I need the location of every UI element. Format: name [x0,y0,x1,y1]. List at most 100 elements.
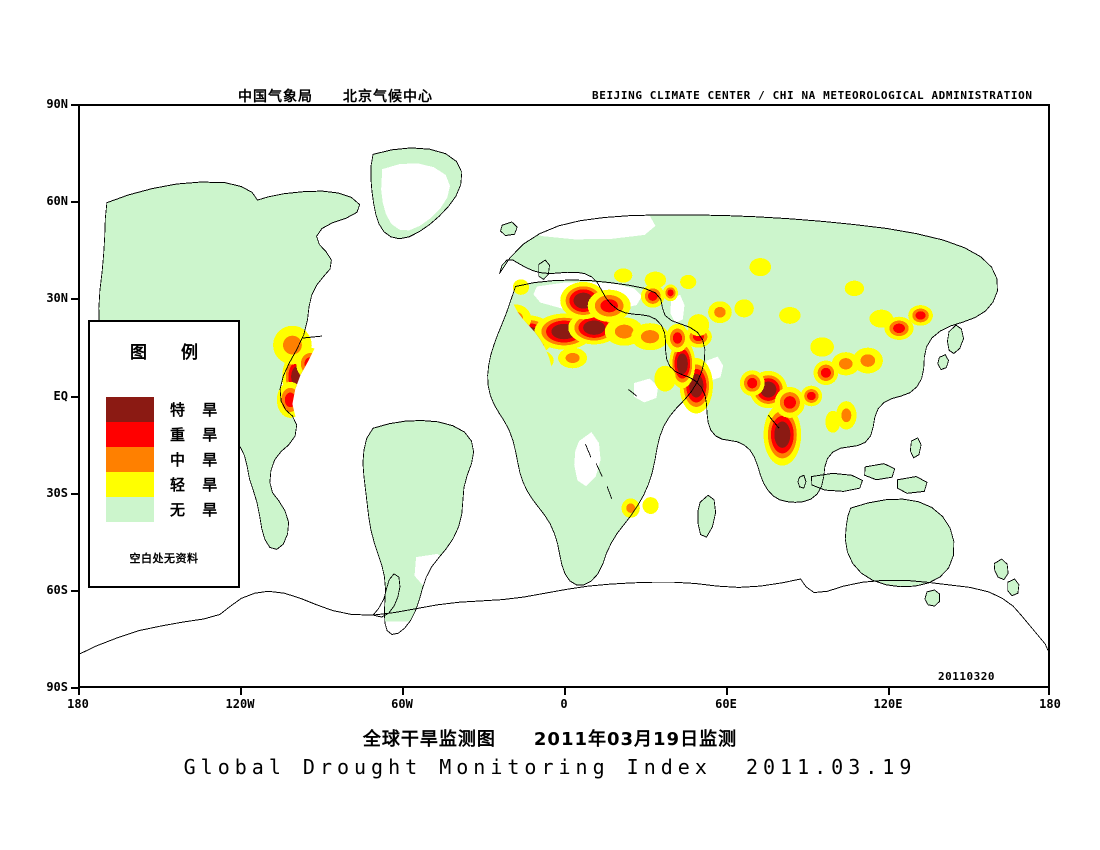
drought-blob-pakistan [739,370,765,396]
chart-title-chinese: 全球干旱监测图 2011年03月19日监测 [362,729,738,750]
x-axis-label-0: 0 [560,697,568,711]
legend-row-mild: 轻 旱 [106,472,226,497]
coastline-british-isles [538,259,550,280]
y-axis-tick-60s [71,590,78,592]
x-axis-tick-180e [1048,688,1050,695]
coastline-japan [947,324,964,355]
coastline-south-america [362,420,475,635]
legend-swatch-none [106,497,154,522]
drought-blob-northeast-china [908,305,933,326]
coastline-indonesia [810,463,928,494]
legend-row-severe: 重 旱 [106,422,226,447]
legend-panel: 图 例 特 旱 重 旱 中 旱 轻 旱 无 旱 空白处无资料 [88,320,240,588]
legend-no-data-note: 空白处无资料 [129,552,199,565]
drought-blob-sahara-libya [587,289,631,322]
y-axis-label-eq: EQ [53,389,68,403]
drought-blob-mongolia-north [844,280,865,297]
world-drought-map[interactable] [80,106,1048,686]
no-data-argentina-south [414,553,448,588]
no-data-layer [80,163,1048,686]
legend-label-none: 无 旱 [170,501,224,519]
y-axis-label-30s: 30S [46,486,68,500]
drought-blob-nigeria [558,347,588,369]
x-axis-label-180e: 180 [1039,697,1061,711]
legend-label-moderate: 中 旱 [170,451,224,469]
no-data-sahara-sudan [633,378,659,403]
drought-blob-egypt [640,284,665,308]
no-data-caspian [670,294,685,324]
x-axis-tick-180w [78,688,80,695]
y-axis-label-90s: 90S [46,680,68,694]
x-axis-tick-120e [888,688,890,695]
x-axis-tick-120w [240,688,242,695]
legend-row-extreme: 特 旱 [106,397,226,422]
no-data-greenland-interior [381,163,450,231]
x-axis-label-60e: 60E [715,697,737,711]
coastline-madagascar [697,494,717,538]
coastline-australia [844,498,955,588]
drought-blob-balkans [614,268,633,283]
coastline-greenland [370,147,463,240]
legend-label-mild: 轻 旱 [170,476,224,494]
legend-row-none: 无 旱 [106,497,226,522]
y-axis-label-60n: 60N [46,194,68,208]
x-axis-label-120e: 120E [873,697,903,711]
coastline-iceland [500,221,518,237]
y-axis-tick-90n [71,104,78,106]
header-organization-english: BEIJING CLIMATE CENTER / CHI NA METEOROL… [592,89,1033,102]
drought-blob-central-china [852,347,883,374]
x-axis-tick-0 [564,688,566,695]
legend-swatch-extreme [106,397,154,422]
no-data-congo-basin [574,432,601,487]
no-data-antarctica [80,621,1048,686]
y-axis-label-90n: 90N [46,97,68,111]
drought-blob-kazakhstan [749,258,772,277]
land-philippines [909,437,922,459]
drought-blob-iran [708,301,732,324]
y-axis-tick-90s [71,687,78,689]
coastline-eurasia [499,214,998,503]
drought-blob-levant [662,284,679,302]
chart-title-english: Global Drought Monitoring Index 2011.03.… [183,755,917,779]
drought-blob-thailand [825,410,841,433]
x-axis-label-180w: 180 [67,697,89,711]
drought-blob-arabia [687,314,710,337]
drought-index-layer [273,258,933,572]
drought-blob-turkey [644,271,667,289]
drought-blob-eritrea [666,323,689,353]
drought-blob-iberia [512,279,530,295]
x-axis-tick-60w [402,688,404,695]
drought-blob-tibet-east [810,337,834,357]
x-axis-label-120w: 120W [225,697,255,711]
legend-swatch-mild [106,472,154,497]
header-organization-chinese: 中国气象局 北京气候中心 [238,89,433,105]
legend-entries: 特 旱 重 旱 中 旱 轻 旱 无 旱 [106,397,226,522]
drought-blob-india-peninsula [763,403,802,466]
drought-blob-sahel-sudan [631,323,669,351]
border-lines-misc [303,335,780,500]
y-axis-tick-60n [71,201,78,203]
y-axis-label-30n: 30N [46,291,68,305]
y-axis-tick-eq [71,396,78,398]
production-datestamp: 20110320 [938,670,995,683]
coastline-africa [487,279,706,586]
drought-blob-indochina [836,401,857,430]
drought-blob-inner-mongolia [869,309,894,328]
drought-blob-yunnan [813,360,839,386]
landmass-layer [98,147,1020,635]
drought-blob-mozambique [642,497,659,514]
x-axis-label-60w: 60W [391,697,413,711]
drought-blob-xinjiang [779,307,801,324]
legend-label-severe: 重 旱 [170,426,224,444]
x-axis-tick-60e [726,688,728,695]
drought-blob-sichuan [831,352,860,376]
no-data-atlantic-gap [366,328,398,352]
no-data-europe-north [520,212,656,240]
coastline-sri-lanka [797,474,807,489]
drought-blob-zimbabwe [621,498,640,518]
coastline-new-zealand [993,558,1020,597]
legend-title: 图 例 [130,343,212,363]
y-axis-tick-30n [71,298,78,300]
map-plot-area[interactable] [78,104,1050,688]
legend-row-moderate: 中 旱 [106,447,226,472]
